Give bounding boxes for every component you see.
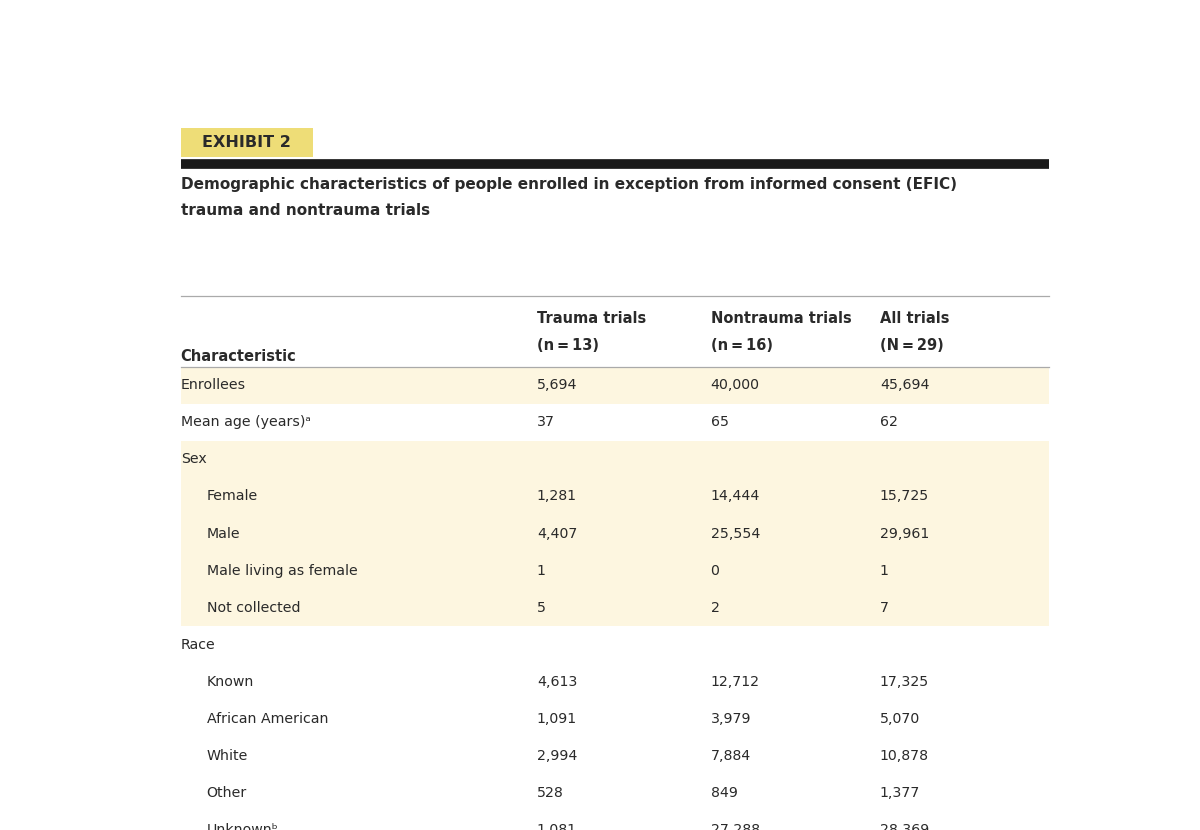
Text: 27,288: 27,288 xyxy=(710,823,760,830)
Text: trauma and nontrauma trials: trauma and nontrauma trials xyxy=(181,203,430,217)
Text: 12,712: 12,712 xyxy=(710,675,760,689)
Text: Male: Male xyxy=(206,526,240,540)
Text: 7,884: 7,884 xyxy=(710,749,751,763)
Text: 5: 5 xyxy=(536,601,546,615)
Text: Nontrauma trials: Nontrauma trials xyxy=(710,311,851,326)
Text: 5,694: 5,694 xyxy=(536,378,577,393)
Text: 14,444: 14,444 xyxy=(710,490,760,504)
Text: 15,725: 15,725 xyxy=(880,490,929,504)
Text: 4,407: 4,407 xyxy=(536,526,577,540)
Text: Known: Known xyxy=(206,675,254,689)
Text: Enrollees: Enrollees xyxy=(181,378,246,393)
Text: 1,091: 1,091 xyxy=(536,712,577,726)
Text: 1,281: 1,281 xyxy=(536,490,577,504)
Text: Mean age (years)ᵃ: Mean age (years)ᵃ xyxy=(181,415,311,429)
Text: 1: 1 xyxy=(536,564,546,578)
Text: (N = 29): (N = 29) xyxy=(880,338,943,353)
Text: (n = 16): (n = 16) xyxy=(710,338,773,353)
Text: 849: 849 xyxy=(710,786,738,800)
Text: Characteristic: Characteristic xyxy=(181,349,296,364)
Text: 28,369: 28,369 xyxy=(880,823,929,830)
Text: Not collected: Not collected xyxy=(206,601,300,615)
FancyBboxPatch shape xyxy=(181,589,1049,626)
Text: 17,325: 17,325 xyxy=(880,675,929,689)
Text: 1: 1 xyxy=(880,564,889,578)
FancyBboxPatch shape xyxy=(181,552,1049,589)
Text: 25,554: 25,554 xyxy=(710,526,760,540)
Text: 528: 528 xyxy=(536,786,564,800)
Text: 0: 0 xyxy=(710,564,720,578)
Text: 1,377: 1,377 xyxy=(880,786,920,800)
Text: 3,979: 3,979 xyxy=(710,712,751,726)
Text: 7: 7 xyxy=(880,601,889,615)
Text: 2,994: 2,994 xyxy=(536,749,577,763)
Text: Other: Other xyxy=(206,786,247,800)
Text: 2: 2 xyxy=(710,601,720,615)
Text: 37: 37 xyxy=(536,415,554,429)
Text: Sex: Sex xyxy=(181,452,206,466)
Text: Male living as female: Male living as female xyxy=(206,564,358,578)
Text: All trials: All trials xyxy=(880,311,949,326)
Text: 45,694: 45,694 xyxy=(880,378,930,393)
FancyBboxPatch shape xyxy=(181,129,313,157)
Text: Unknownᵇ: Unknownᵇ xyxy=(206,823,278,830)
Text: African American: African American xyxy=(206,712,329,726)
Text: 5,070: 5,070 xyxy=(880,712,920,726)
Text: White: White xyxy=(206,749,248,763)
Text: 65: 65 xyxy=(710,415,728,429)
Text: Demographic characteristics of people enrolled in exception from informed consen: Demographic characteristics of people en… xyxy=(181,178,956,193)
Text: EXHIBIT 2: EXHIBIT 2 xyxy=(203,135,292,150)
FancyBboxPatch shape xyxy=(181,478,1049,515)
Text: 40,000: 40,000 xyxy=(710,378,760,393)
Text: (n = 13): (n = 13) xyxy=(536,338,599,353)
Text: 10,878: 10,878 xyxy=(880,749,929,763)
Text: Race: Race xyxy=(181,637,216,652)
FancyBboxPatch shape xyxy=(181,515,1049,552)
Text: 1,081: 1,081 xyxy=(536,823,577,830)
Text: 4,613: 4,613 xyxy=(536,675,577,689)
Text: Female: Female xyxy=(206,490,258,504)
FancyBboxPatch shape xyxy=(181,441,1049,478)
Text: 29,961: 29,961 xyxy=(880,526,929,540)
FancyBboxPatch shape xyxy=(181,367,1049,404)
Text: Trauma trials: Trauma trials xyxy=(536,311,646,326)
Text: 62: 62 xyxy=(880,415,898,429)
